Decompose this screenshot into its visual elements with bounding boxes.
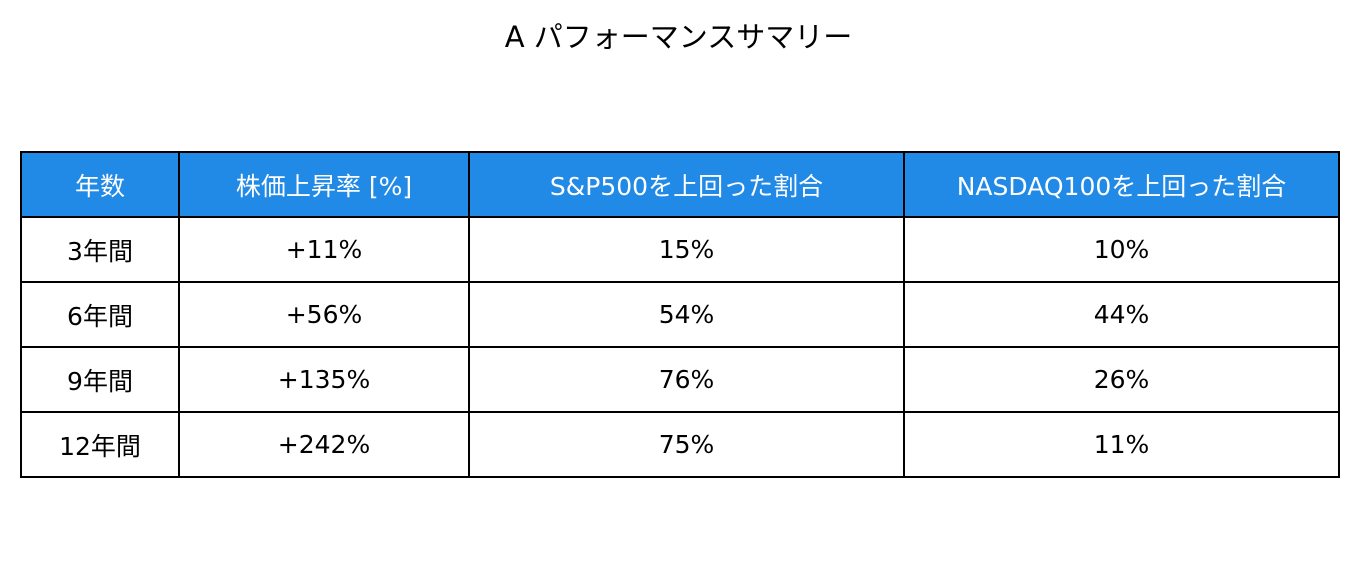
table-cell: +135% xyxy=(178,346,470,413)
summary-table: 年数 株価上昇率 [%] S&P500を上回った割合 NASDAQ100を上回った割合… xyxy=(20,151,1340,478)
table-cell: 9年間 xyxy=(20,346,180,413)
table-cell: 3年間 xyxy=(20,216,180,283)
table-row: 12年間 +242% 75% 11% xyxy=(20,411,1340,478)
header-row: 年数 株価上昇率 [%] S&P500を上回った割合 NASDAQ100を上回った割合 xyxy=(20,151,1340,218)
table-cell: 12年間 xyxy=(20,411,180,478)
table-row: 6年間 +56% 54% 44% xyxy=(20,281,1340,348)
table-cell: 6年間 xyxy=(20,281,180,348)
header-cell: 年数 xyxy=(20,151,180,218)
table-cell: 26% xyxy=(903,346,1340,413)
header-cell: 株価上昇率 [%] xyxy=(178,151,470,218)
table-cell: +242% xyxy=(178,411,470,478)
table-cell: 76% xyxy=(468,346,905,413)
table-cell: +56% xyxy=(178,281,470,348)
table-cell: 11% xyxy=(903,411,1340,478)
header-cell: S&P500を上回った割合 xyxy=(468,151,905,218)
table-cell: 54% xyxy=(468,281,905,348)
table-cell: 44% xyxy=(903,281,1340,348)
header-cell: NASDAQ100を上回った割合 xyxy=(903,151,1340,218)
table-cell: 75% xyxy=(468,411,905,478)
table-cell: 10% xyxy=(903,216,1340,283)
title: A パフォーマンスサマリー xyxy=(504,20,853,54)
table-cell: 15% xyxy=(468,216,905,283)
table-cell: +11% xyxy=(178,216,470,283)
table-row: 9年間 +135% 76% 26% xyxy=(20,346,1340,413)
table-row: 3年間 +11% 15% 10% xyxy=(20,216,1340,283)
